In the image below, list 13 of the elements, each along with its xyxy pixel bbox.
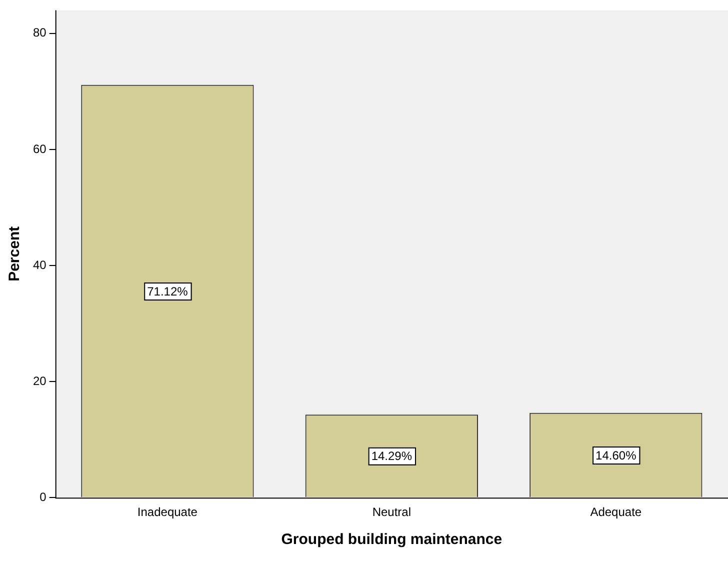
data-label: 14.60% bbox=[596, 448, 637, 462]
x-axis-title: Grouped building maintenance bbox=[281, 531, 502, 548]
y-tick-label: 40 bbox=[32, 258, 47, 272]
data-label: 71.12% bbox=[147, 284, 188, 298]
data-label: 14.29% bbox=[371, 449, 412, 464]
x-tick-label: Adequate bbox=[590, 505, 642, 520]
x-tick-label: Inadequate bbox=[137, 505, 198, 520]
y-tick-label: 80 bbox=[32, 26, 47, 40]
y-tick-label: 0 bbox=[40, 490, 47, 504]
x-tick-label: Neutral bbox=[372, 505, 412, 520]
y-tick-label: 20 bbox=[32, 374, 47, 388]
y-tick-label: 60 bbox=[32, 142, 47, 156]
y-axis-title: Percent bbox=[6, 226, 24, 282]
